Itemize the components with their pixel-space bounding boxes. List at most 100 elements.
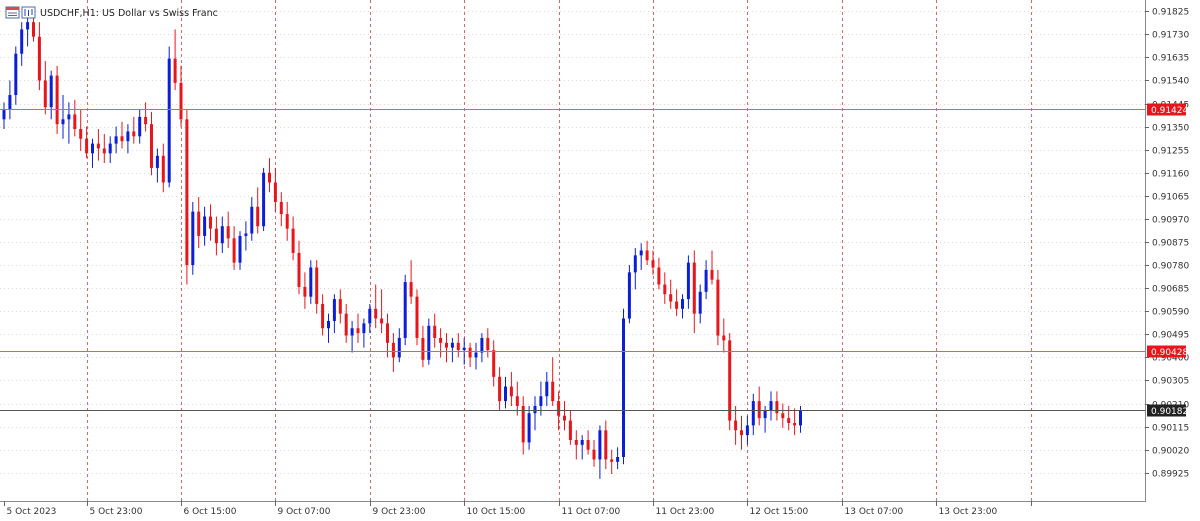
- candle[interactable]: [197, 197, 201, 249]
- candle[interactable]: [439, 328, 443, 358]
- candle[interactable]: [96, 129, 100, 161]
- candle[interactable]: [73, 99, 77, 137]
- candle[interactable]: [2, 102, 6, 130]
- candle[interactable]: [545, 371, 549, 406]
- candle[interactable]: [368, 303, 372, 334]
- candle[interactable]: [456, 333, 460, 358]
- candle[interactable]: [138, 109, 142, 144]
- candle[interactable]: [486, 328, 490, 358]
- candle[interactable]: [226, 211, 230, 249]
- candle[interactable]: [521, 396, 525, 455]
- candle[interactable]: [769, 391, 773, 421]
- time-axis[interactable]: 5 Oct 2023 5 Oct 23:00 6 Oct 15:00 9 Oct 07…: [4, 501, 1032, 517]
- candle[interactable]: [309, 260, 313, 304]
- candle[interactable]: [415, 289, 419, 346]
- candle[interactable]: [533, 396, 537, 431]
- candle[interactable]: [8, 80, 12, 120]
- candle[interactable]: [639, 243, 643, 270]
- horizontal-price-lines[interactable]: [0, 109, 1145, 411]
- candle[interactable]: [191, 201, 195, 275]
- candle[interactable]: [132, 116, 136, 144]
- price-axis[interactable]: 0.918250.917300.916350.915400.914450.913…: [1145, 8, 1189, 480]
- candle[interactable]: [43, 61, 47, 115]
- candle[interactable]: [781, 403, 785, 428]
- candle[interactable]: [633, 248, 637, 290]
- candle[interactable]: [273, 167, 277, 212]
- candle[interactable]: [498, 367, 502, 411]
- candle[interactable]: [279, 192, 283, 227]
- candle[interactable]: [681, 294, 684, 319]
- candle[interactable]: [250, 197, 254, 241]
- candle[interactable]: [91, 138, 94, 168]
- candle[interactable]: [563, 401, 566, 431]
- candle[interactable]: [179, 65, 183, 127]
- candle[interactable]: [37, 22, 41, 91]
- candle[interactable]: [108, 136, 112, 164]
- candle[interactable]: [315, 260, 319, 314]
- candle[interactable]: [232, 226, 236, 270]
- candle[interactable]: [150, 112, 153, 176]
- candle[interactable]: [403, 274, 407, 346]
- candle[interactable]: [391, 333, 395, 372]
- candle[interactable]: [775, 391, 779, 421]
- candle[interactable]: [598, 425, 602, 479]
- candle[interactable]: [551, 357, 555, 406]
- candle[interactable]: [421, 325, 425, 368]
- candle[interactable]: [362, 318, 366, 348]
- candle[interactable]: [645, 240, 649, 266]
- candle[interactable]: [492, 340, 496, 387]
- candle[interactable]: [728, 333, 732, 431]
- candle[interactable]: [161, 143, 165, 193]
- candle[interactable]: [144, 102, 148, 132]
- candle[interactable]: [445, 333, 448, 363]
- candle[interactable]: [380, 289, 384, 334]
- candle[interactable]: [433, 313, 437, 348]
- candle[interactable]: [102, 133, 106, 164]
- candle[interactable]: [509, 371, 513, 406]
- candle[interactable]: [20, 22, 24, 66]
- candle[interactable]: [256, 187, 260, 234]
- candle[interactable]: [745, 415, 749, 445]
- candle[interactable]: [185, 109, 189, 285]
- candle[interactable]: [220, 216, 224, 253]
- candle[interactable]: [126, 124, 130, 154]
- candle[interactable]: [627, 265, 631, 324]
- candle[interactable]: [350, 320, 354, 353]
- candle[interactable]: [327, 313, 330, 343]
- candle[interactable]: [592, 439, 596, 467]
- candle[interactable]: [450, 337, 454, 363]
- candle[interactable]: [49, 70, 53, 120]
- candle[interactable]: [622, 308, 625, 465]
- candle[interactable]: [692, 250, 696, 334]
- candle[interactable]: [297, 240, 301, 295]
- candle[interactable]: [710, 250, 714, 285]
- candle[interactable]: [338, 289, 342, 324]
- candle[interactable]: [285, 201, 289, 241]
- candle[interactable]: [669, 279, 673, 309]
- candle[interactable]: [14, 46, 18, 105]
- candle[interactable]: [155, 148, 159, 183]
- candle[interactable]: [604, 420, 608, 470]
- candle[interactable]: [397, 328, 401, 363]
- candle[interactable]: [120, 121, 124, 149]
- candle[interactable]: [214, 216, 218, 256]
- candle[interactable]: [268, 158, 271, 193]
- candle[interactable]: [356, 313, 360, 343]
- candle[interactable]: [651, 250, 655, 275]
- candle[interactable]: [734, 405, 738, 445]
- candle[interactable]: [610, 449, 614, 474]
- candle[interactable]: [722, 318, 726, 353]
- candle[interactable]: [686, 255, 690, 309]
- candle[interactable]: [262, 167, 266, 232]
- candle[interactable]: [468, 342, 472, 368]
- candle[interactable]: [657, 257, 661, 290]
- candle[interactable]: [55, 65, 59, 134]
- candle[interactable]: [751, 393, 755, 436]
- candle[interactable]: [291, 216, 295, 261]
- candlesticks[interactable]: [2, 10, 803, 479]
- candle[interactable]: [698, 284, 702, 324]
- chart-window-icon[interactable]: [5, 6, 36, 19]
- candle[interactable]: [114, 126, 118, 154]
- candle[interactable]: [427, 318, 431, 365]
